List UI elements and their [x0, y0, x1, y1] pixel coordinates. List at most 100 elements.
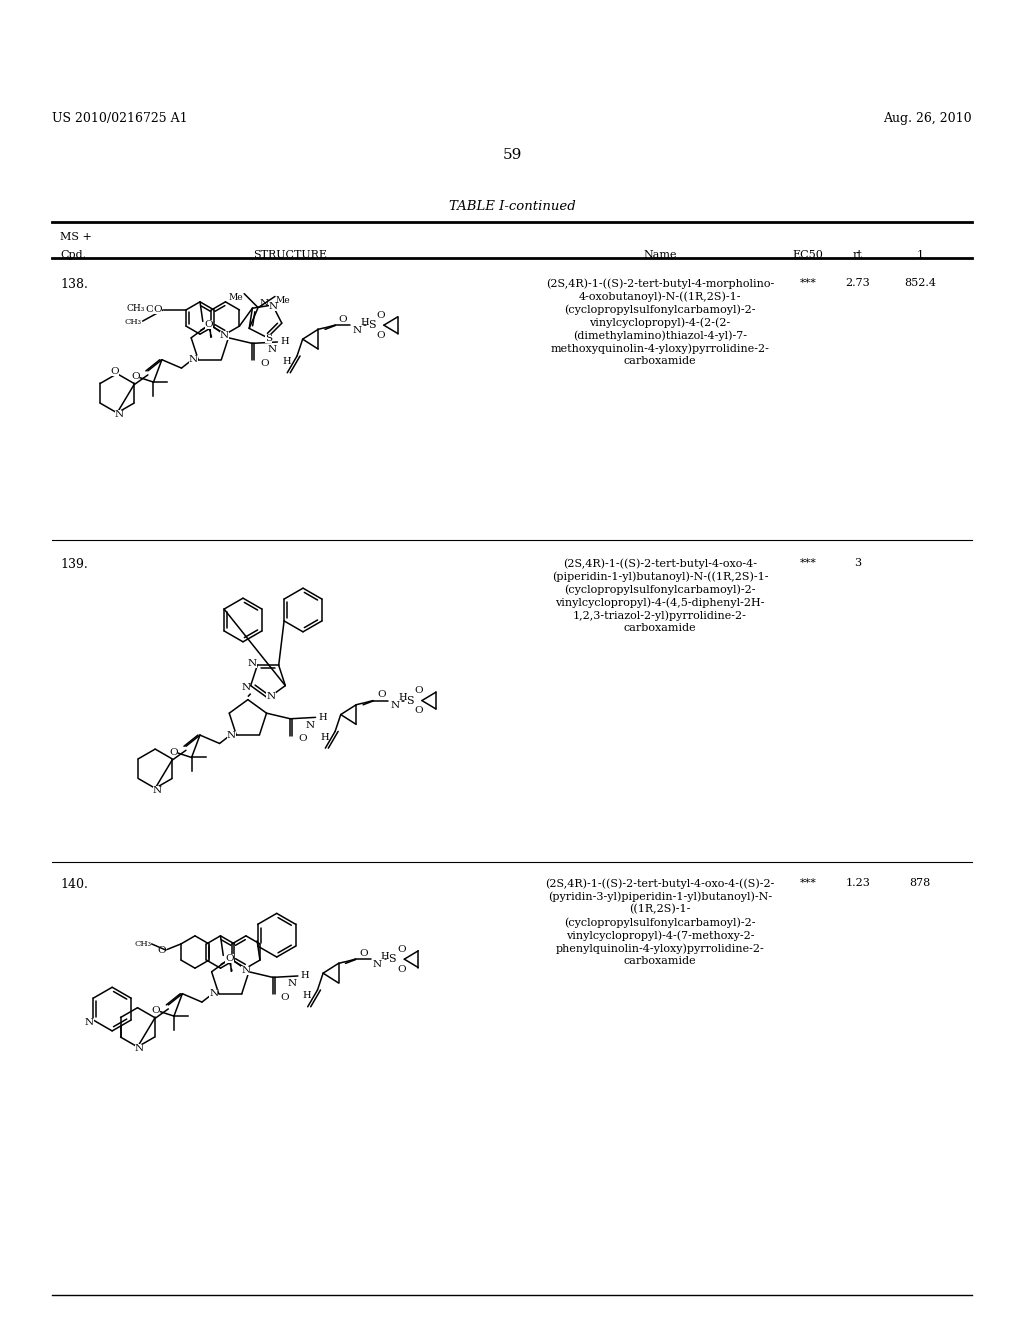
- Text: O: O: [377, 310, 385, 319]
- Text: S: S: [406, 696, 414, 706]
- Text: N: N: [242, 966, 251, 974]
- Text: 138.: 138.: [60, 279, 88, 290]
- Text: MS +: MS +: [60, 232, 92, 242]
- Text: (pyridin-3-yl)piperidin-1-yl)butanoyl)-N-: (pyridin-3-yl)piperidin-1-yl)butanoyl)-N…: [548, 891, 772, 902]
- Text: Aug. 26, 2010: Aug. 26, 2010: [884, 112, 972, 125]
- Text: S: S: [265, 334, 272, 343]
- Text: O: O: [205, 321, 213, 330]
- Text: ***: ***: [800, 878, 816, 888]
- Text: (2S,4R)-1-((S)-2-tert-butyl-4-morpholino-: (2S,4R)-1-((S)-2-tert-butyl-4-morpholino…: [546, 279, 774, 289]
- Text: O: O: [260, 359, 269, 368]
- Text: carboxamide: carboxamide: [624, 356, 696, 366]
- Text: N: N: [267, 346, 276, 355]
- Text: 2.73: 2.73: [846, 279, 870, 288]
- Text: N: N: [226, 730, 236, 739]
- Text: 852.4: 852.4: [904, 279, 936, 288]
- Text: ***: ***: [800, 279, 816, 288]
- Text: N: N: [188, 355, 198, 364]
- Text: O: O: [298, 734, 307, 743]
- Text: H: H: [398, 693, 407, 702]
- Text: (2S,4R)-1-((S)-2-tert-butyl-4-oxo-4-((S)-2-: (2S,4R)-1-((S)-2-tert-butyl-4-oxo-4-((S)…: [546, 878, 775, 888]
- Text: (dimethylamino)thiazol-4-yl)-7-: (dimethylamino)thiazol-4-yl)-7-: [573, 330, 746, 341]
- Text: O: O: [145, 305, 154, 314]
- Text: O: O: [415, 686, 423, 696]
- Text: O: O: [153, 305, 162, 314]
- Text: N: N: [373, 960, 382, 969]
- Text: N: N: [85, 1018, 94, 1027]
- Text: O: O: [339, 314, 347, 323]
- Text: EC50: EC50: [793, 249, 823, 260]
- Text: Me: Me: [275, 296, 290, 305]
- Text: ((1R,2S)-1-: ((1R,2S)-1-: [630, 904, 690, 915]
- Text: CH₃: CH₃: [124, 318, 141, 326]
- Text: N: N: [288, 979, 297, 989]
- Text: N: N: [266, 692, 275, 701]
- Text: (cyclopropylsulfonylcarbamoyl)-2-: (cyclopropylsulfonylcarbamoyl)-2-: [564, 917, 756, 928]
- Text: O: O: [397, 945, 406, 953]
- Text: H: H: [318, 713, 327, 722]
- Text: O: O: [415, 706, 423, 715]
- Text: O: O: [281, 993, 290, 1002]
- Text: (cyclopropylsulfonylcarbamoyl)-2-: (cyclopropylsulfonylcarbamoyl)-2-: [564, 304, 756, 314]
- Text: O: O: [397, 965, 406, 974]
- Text: CH₃: CH₃: [126, 305, 144, 313]
- Text: O: O: [111, 367, 120, 376]
- Text: rt: rt: [853, 249, 863, 260]
- Text: N: N: [269, 301, 279, 310]
- Text: O: O: [359, 949, 368, 958]
- Text: N: N: [305, 721, 314, 730]
- Text: O: O: [131, 372, 140, 381]
- Text: H: H: [283, 358, 291, 367]
- Text: N: N: [153, 785, 162, 795]
- Text: (cyclopropylsulfonylcarbamoyl)-2-: (cyclopropylsulfonylcarbamoyl)-2-: [564, 583, 756, 594]
- Text: H: H: [303, 991, 311, 1001]
- Text: O: O: [377, 690, 386, 700]
- Text: 59: 59: [503, 148, 521, 162]
- Text: H: H: [281, 338, 289, 346]
- Text: phenylquinolin-4-yloxy)pyrrolidine-2-: phenylquinolin-4-yloxy)pyrrolidine-2-: [556, 942, 764, 953]
- Text: 4-oxobutanoyl)-N-((1R,2S)-1-: 4-oxobutanoyl)-N-((1R,2S)-1-: [579, 290, 741, 301]
- Text: 1.23: 1.23: [846, 878, 870, 888]
- Text: N: N: [390, 701, 399, 710]
- Text: O: O: [169, 748, 178, 756]
- Text: 1,2,3-triazol-2-yl)pyrrolidine-2-: 1,2,3-triazol-2-yl)pyrrolidine-2-: [573, 610, 746, 620]
- Text: 3: 3: [854, 558, 861, 568]
- Text: 139.: 139.: [60, 558, 88, 572]
- Text: 1: 1: [916, 249, 924, 260]
- Text: methoxyquinolin-4-yloxy)pyrrolidine-2-: methoxyquinolin-4-yloxy)pyrrolidine-2-: [551, 343, 769, 354]
- Text: N: N: [260, 300, 268, 308]
- Text: N: N: [115, 411, 124, 420]
- Text: CH₃: CH₃: [134, 940, 152, 948]
- Text: H: H: [360, 318, 369, 326]
- Text: N: N: [209, 989, 218, 998]
- Text: N: N: [220, 331, 229, 339]
- Text: carboxamide: carboxamide: [624, 623, 696, 634]
- Text: O: O: [377, 331, 385, 339]
- Text: carboxamide: carboxamide: [624, 956, 696, 966]
- Text: Me: Me: [229, 293, 244, 302]
- Text: H: H: [301, 972, 309, 981]
- Text: Name: Name: [643, 249, 677, 260]
- Text: O: O: [158, 945, 167, 954]
- Text: H: H: [321, 733, 329, 742]
- Text: STRUCTURE: STRUCTURE: [253, 249, 327, 260]
- Text: (2S,4R)-1-((S)-2-tert-butyl-4-oxo-4-: (2S,4R)-1-((S)-2-tert-butyl-4-oxo-4-: [563, 558, 757, 569]
- Text: US 2010/0216725 A1: US 2010/0216725 A1: [52, 112, 187, 125]
- Text: S: S: [388, 954, 395, 964]
- Text: O: O: [225, 954, 233, 964]
- Text: H: H: [381, 952, 389, 961]
- Text: N: N: [135, 1044, 144, 1053]
- Text: 878: 878: [909, 878, 931, 888]
- Text: TABLE I-continued: TABLE I-continued: [449, 201, 575, 213]
- Text: N: N: [248, 659, 257, 668]
- Text: vinylcyclopropyl)-4-(2-(2-: vinylcyclopropyl)-4-(2-(2-: [590, 317, 731, 327]
- Text: S: S: [368, 321, 375, 330]
- Text: N: N: [352, 326, 361, 335]
- Text: vinylcyclopropyl)-4-(7-methoxy-2-: vinylcyclopropyl)-4-(7-methoxy-2-: [565, 931, 755, 941]
- Text: N: N: [241, 684, 250, 692]
- Text: O: O: [152, 1006, 161, 1015]
- Text: vinylcyclopropyl)-4-(4,5-diphenyl-2H-: vinylcyclopropyl)-4-(4,5-diphenyl-2H-: [555, 597, 765, 607]
- Text: (piperidin-1-yl)butanoyl)-N-((1R,2S)-1-: (piperidin-1-yl)butanoyl)-N-((1R,2S)-1-: [552, 572, 768, 582]
- Text: ***: ***: [800, 558, 816, 568]
- Text: 140.: 140.: [60, 878, 88, 891]
